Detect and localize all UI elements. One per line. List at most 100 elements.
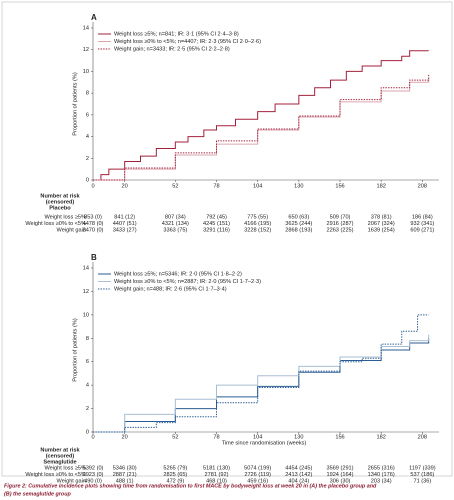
risk-row-label: Weight gain [57,227,86,233]
risk-cell: 2413 (142) [285,472,312,478]
risk-cell: 775 (55) [247,214,268,220]
y-tick-label: 2 [86,156,89,162]
legend-label: Weight gain; n=3433; IR: 2·5 (95% CI 2·2… [114,46,230,52]
x-tick-label: 156 [335,434,344,440]
risk-cell: 807 (34) [165,214,186,220]
caption-line: (B) the semaglutide group [4,491,71,497]
risk-cell: 5181 (130) [203,465,230,471]
x-tick-label: 20 [122,183,128,189]
risk-row-label: Weight loss ≥5% [44,214,86,220]
risk-cell: 186 (84) [412,214,433,220]
risk-cell: 2655 (316) [368,465,395,471]
risk-cell: 4321 (134) [162,221,189,227]
legend-label: Weight loss ≥0% to <5%; n=4407; IR: 2·3 … [114,39,261,45]
risk-header: Number at risk [40,447,80,453]
risk-cell: 3228 (152) [244,227,271,233]
x-tick-label: 0 [91,183,94,189]
risk-cell: 488 (1) [116,478,134,484]
risk-cell: 2916 (287) [326,221,353,227]
risk-cell: 1924 (164) [326,472,353,478]
risk-cell: 2868 (193) [285,227,312,233]
panel-label: B [91,253,97,262]
risk-group: Semaglutide [43,459,76,465]
risk-cell: 509 (70) [330,214,351,220]
risk-cell: 203 (34) [371,478,392,484]
x-tick-label: 156 [335,183,344,189]
y-tick-label: 10 [83,69,89,75]
risk-cell: 378 (81) [371,214,392,220]
risk-row-label: Weight loss ≥5% [44,465,86,471]
risk-cell: 932 (341) [410,221,434,227]
y-tick-label: 14 [83,25,89,31]
x-tick-label: 130 [294,434,303,440]
figure-frame [1,1,453,477]
risk-cell: 3625 (244) [285,221,312,227]
x-tick-label: 20 [122,434,128,440]
risk-cell: 4407 (51) [113,221,137,227]
risk-cell: 3433 (27) [113,227,137,233]
risk-cell: 306 (30) [330,478,351,484]
x-tick-label: 78 [213,183,219,189]
x-tick-label: 78 [213,434,219,440]
x-tick-label: 0 [91,434,94,440]
y-axis-label: Proportion of patients (%) [72,318,78,382]
x-tick-label: 104 [253,183,262,189]
risk-cell: 1197 (339) [409,465,436,471]
y-tick-label: 12 [83,289,89,295]
risk-cell: 2825 (65) [163,472,187,478]
series-line [93,338,430,433]
y-tick-label: 0 [86,429,89,435]
y-tick-label: 8 [86,91,89,97]
x-tick-label: 208 [418,183,427,189]
y-tick-label: 4 [86,383,89,389]
risk-cell: 472 (9) [166,478,184,484]
risk-row-label: Weight loss ≥0% to <5% [25,221,86,227]
risk-cell: 792 (45) [206,214,227,220]
risk-cell: 5346 (30) [113,465,137,471]
panel-label: A [91,13,97,22]
risk-subheader: (censored) [46,453,75,459]
risk-cell: 1340 (176) [368,472,395,478]
risk-cell: 5392 (0) [83,465,104,471]
risk-cell: 3291 (116) [203,227,230,233]
risk-cell: 5265 (79) [163,465,187,471]
risk-cell: 2726 (119) [244,472,271,478]
x-tick-label: 182 [376,183,385,189]
series-line [93,77,430,181]
x-tick-label: 52 [172,434,178,440]
y-tick-label: 8 [86,336,89,342]
x-tick-label: 130 [294,183,303,189]
risk-group: Placebo [49,205,71,211]
risk-cell: 2781 (92) [205,472,229,478]
x-tick-label: 104 [253,434,262,440]
x-tick-label: 52 [172,183,178,189]
risk-cell: 459 (16) [247,478,268,484]
series-line [93,334,430,433]
risk-cell: 468 (10) [206,478,227,484]
risk-header: Number at risk [40,193,80,199]
series-line [93,73,430,181]
y-tick-label: 2 [86,406,89,412]
y-tick-label: 0 [86,177,89,183]
legend-label: Weight loss ≥0% to <5%; n=2887; IR: 2·0 … [114,279,261,285]
risk-cell: 650 (63) [288,214,309,220]
risk-cell: 3569 (291) [326,465,353,471]
risk-cell: 2263 (225) [326,227,353,233]
risk-cell: 1639 (254) [368,227,395,233]
risk-cell: 853 (0) [84,214,102,220]
y-tick-label: 4 [86,134,89,140]
y-tick-label: 10 [83,312,89,318]
risk-cell: 4166 (195) [244,221,271,227]
risk-cell: 2067 (324) [368,221,395,227]
risk-subheader: (censored) [46,199,75,205]
risk-cell: 490 (0) [84,478,102,484]
caption-line: Figure 2: Cumulative incidence plots sho… [4,483,377,489]
risk-row-label: Weight loss ≥0% to <5% [25,472,86,478]
x-axis-label: Time since randomisation (weeks) [222,440,307,446]
risk-row-label: Weight gain [57,478,86,484]
risk-cell: 3363 (75) [163,227,187,233]
risk-cell: 4454 (245) [285,465,312,471]
risk-cell: 404 (24) [288,478,309,484]
x-tick-label: 182 [376,434,385,440]
risk-cell: 609 (271) [410,227,434,233]
